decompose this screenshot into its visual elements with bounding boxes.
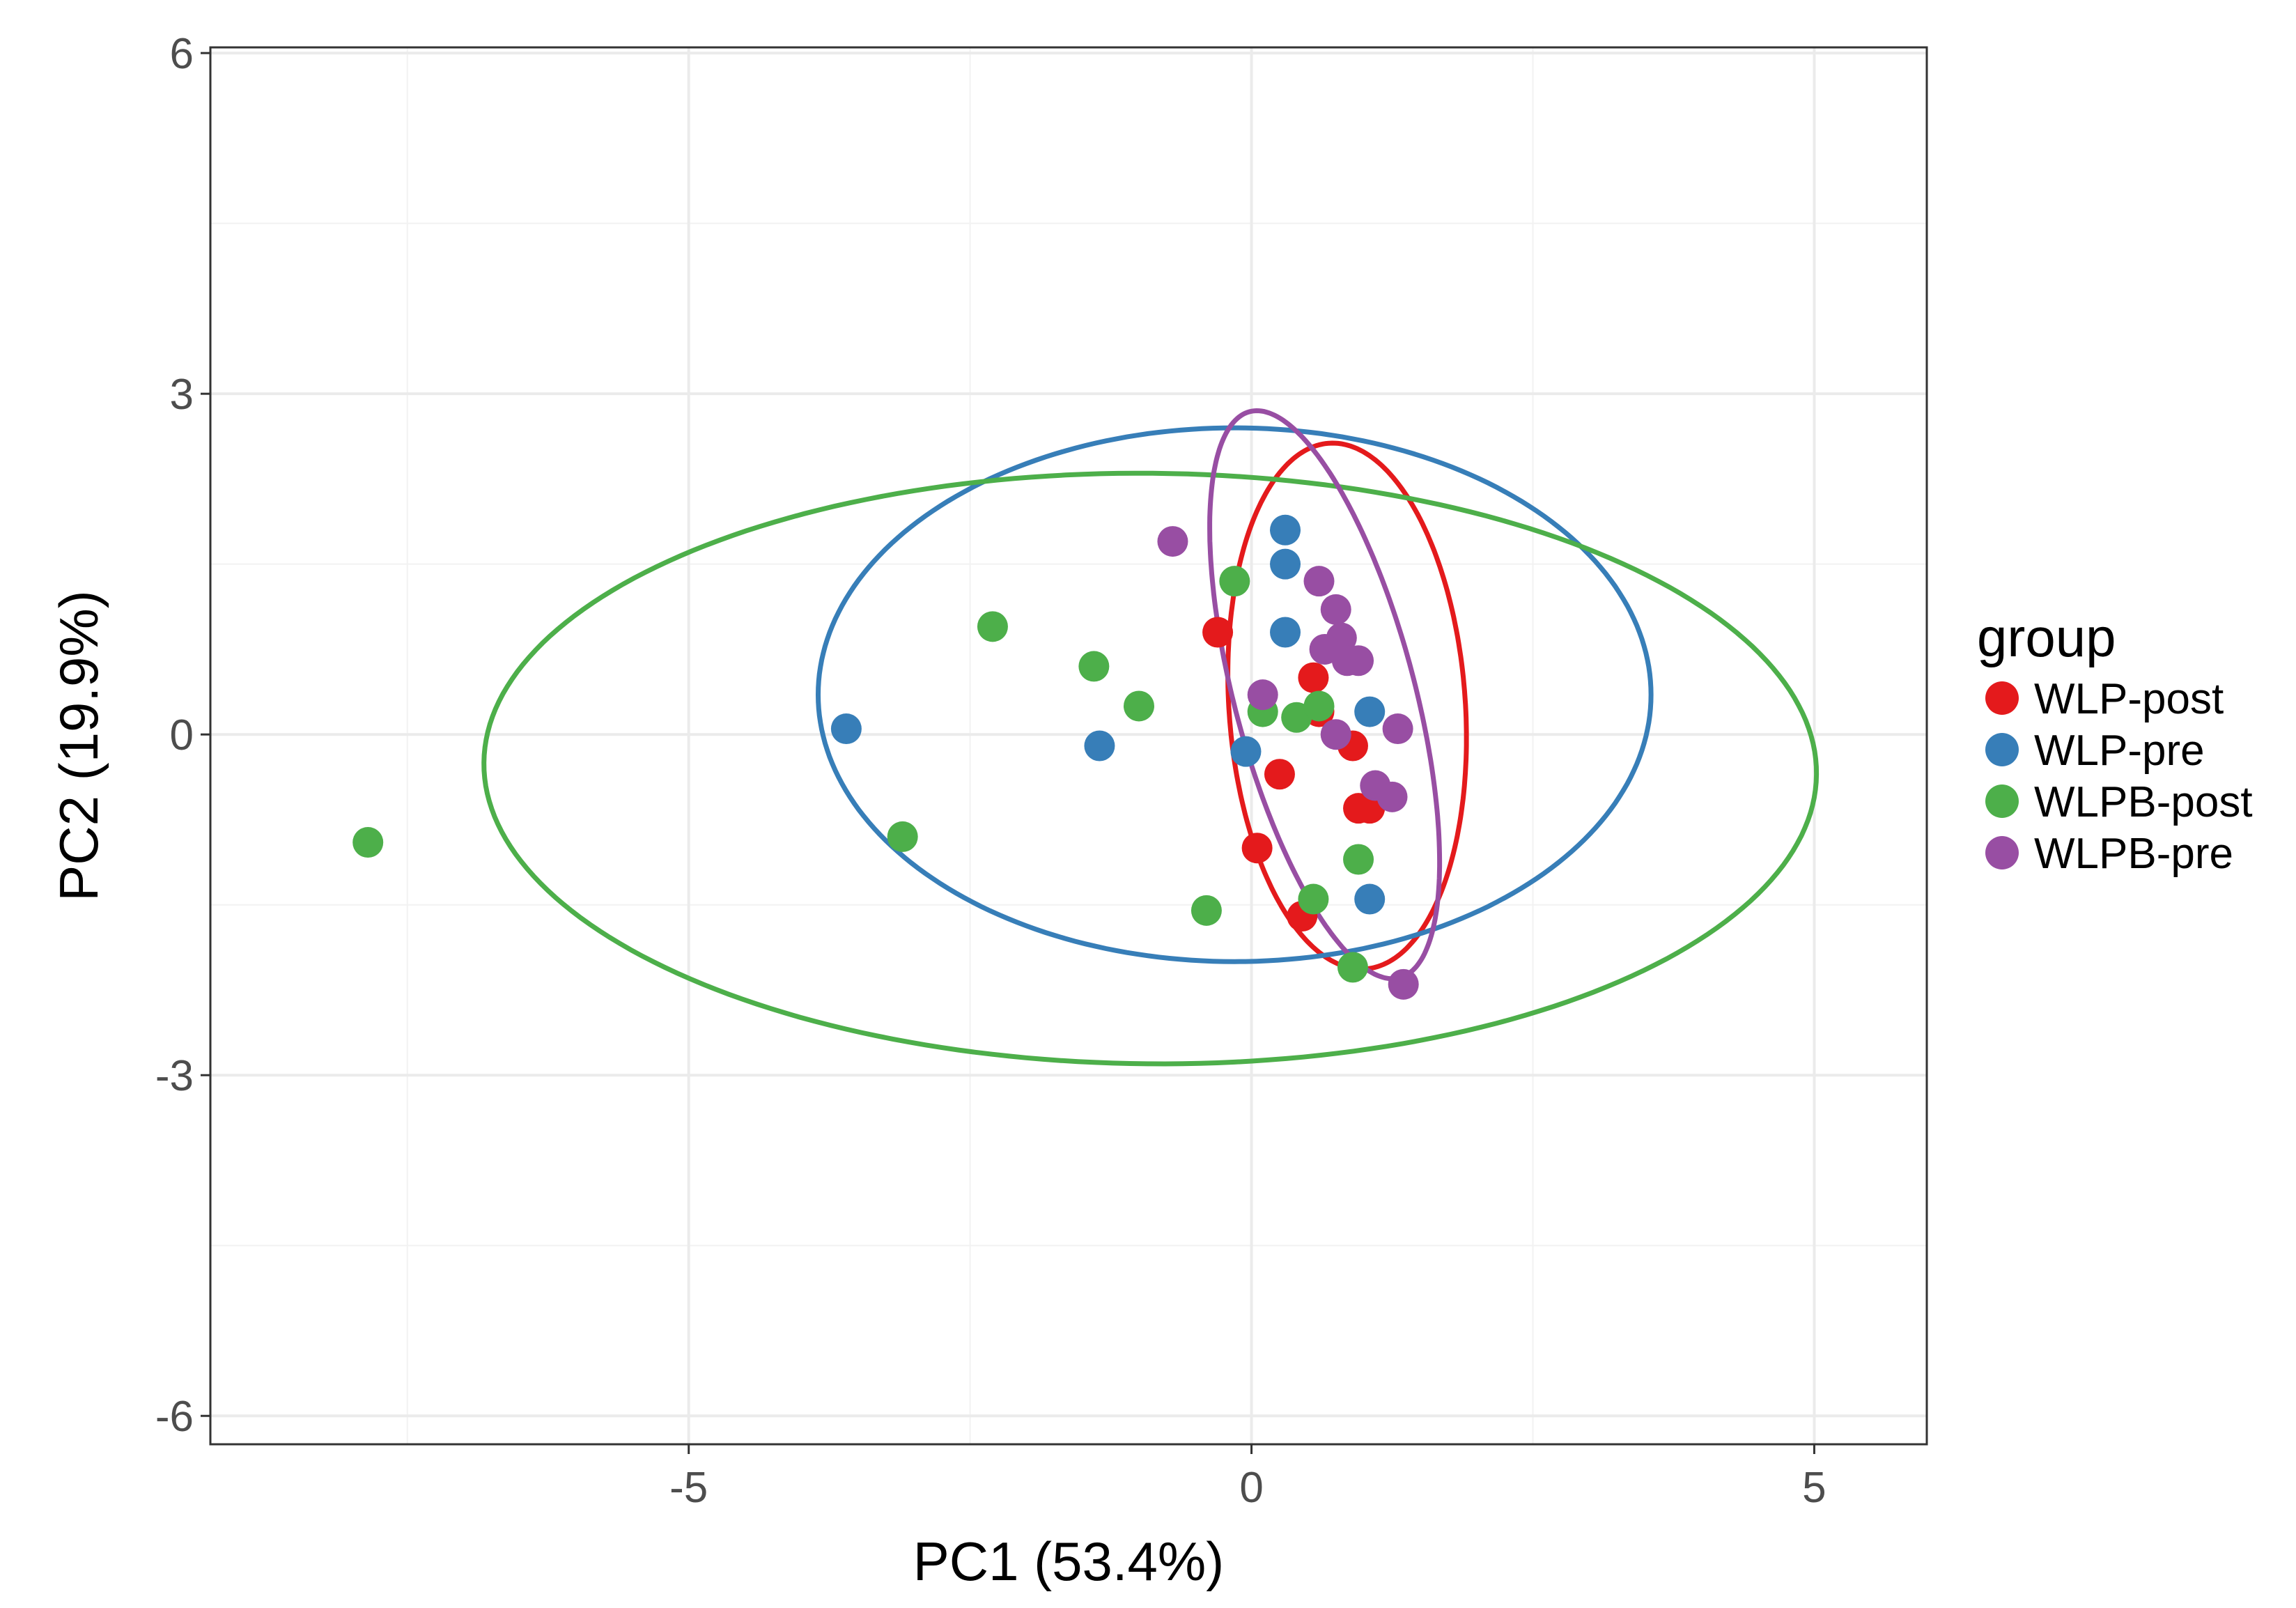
point-WLPB-post [1343, 844, 1374, 875]
point-WLPB-pre [1376, 781, 1408, 812]
point-WLP-post [1241, 833, 1273, 864]
legend-key-WLPB-post [1985, 784, 2019, 818]
point-WLPB-pre [1343, 645, 1374, 677]
panel-border [209, 46, 1928, 1446]
x-axis-title: PC1 (53.4%) [913, 1531, 1225, 1592]
point-WLP-pre [1270, 617, 1301, 648]
point-WLP-pre [1230, 736, 1262, 767]
point-WLP-pre [830, 713, 862, 745]
confidence-ellipses [481, 408, 1820, 1067]
point-WLPB-post [1337, 952, 1368, 983]
y-axis: -6 -3 0 3 6 [155, 30, 210, 1441]
point-WLPB-post [1303, 690, 1335, 722]
point-WLPB-pre [1303, 566, 1335, 597]
x-axis: -5 0 5 [669, 1444, 1826, 1512]
ellipse-WLPB-pre [1207, 408, 1443, 982]
y-tick-label: 3 [170, 371, 194, 419]
point-WLPB-pre [1382, 713, 1413, 745]
point-WLPB-pre [1320, 594, 1351, 625]
point-WLP-pre [1084, 730, 1115, 762]
point-WLPB-pre [1320, 719, 1351, 750]
gridlines [210, 47, 1927, 1444]
legend-label-WLPB-post: WLPB-post [2034, 778, 2253, 826]
point-WLP-post [1298, 662, 1329, 693]
y-tick-label: -6 [155, 1393, 194, 1441]
x-tick-label: 0 [1239, 1464, 1263, 1512]
legend-key-WLPB-pre [1985, 836, 2019, 869]
ellipse-WLP-pre [815, 425, 1654, 964]
point-WLPB-post [1219, 566, 1250, 597]
y-tick-label: -3 [155, 1052, 194, 1100]
legend-label-WLPB-pre: WLPB-pre [2034, 830, 2233, 878]
point-WLP-pre [1354, 696, 1386, 727]
x-tick-label: 5 [1802, 1464, 1826, 1512]
y-tick-label: 0 [170, 711, 194, 759]
legend-key-WLP-post [1985, 681, 2019, 715]
point-WLPB-post [887, 821, 918, 852]
y-tick-label: 6 [170, 30, 194, 78]
point-WLP-pre [1354, 883, 1386, 915]
point-WLP-post [1202, 617, 1234, 648]
legend-label-WLP-pre: WLP-pre [2034, 727, 2205, 775]
y-axis-title: PC2 (19.9%) [48, 590, 109, 902]
point-WLP-pre [1270, 548, 1301, 580]
legend-label-WLP-post: WLP-post [2034, 675, 2224, 723]
point-WLP-post [1264, 759, 1295, 790]
legend-key-WLP-pre [1985, 733, 2019, 766]
point-WLP-pre [1270, 514, 1301, 546]
data-points [352, 514, 1419, 1000]
point-WLPB-pre [1247, 679, 1278, 711]
ellipse-WLPB-post [481, 470, 1820, 1067]
point-WLPB-post [1123, 690, 1154, 722]
point-WLPB-pre [1157, 526, 1188, 557]
legend-title: group [1977, 607, 2116, 668]
x-tick-label: -5 [669, 1464, 708, 1512]
point-WLPB-post [352, 827, 384, 858]
point-WLPB-post [1190, 895, 1222, 926]
point-WLPB-post [977, 611, 1008, 642]
point-WLPB-post [1078, 651, 1110, 682]
point-WLPB-pre [1388, 968, 1419, 1000]
point-WLPB-post [1298, 883, 1329, 915]
